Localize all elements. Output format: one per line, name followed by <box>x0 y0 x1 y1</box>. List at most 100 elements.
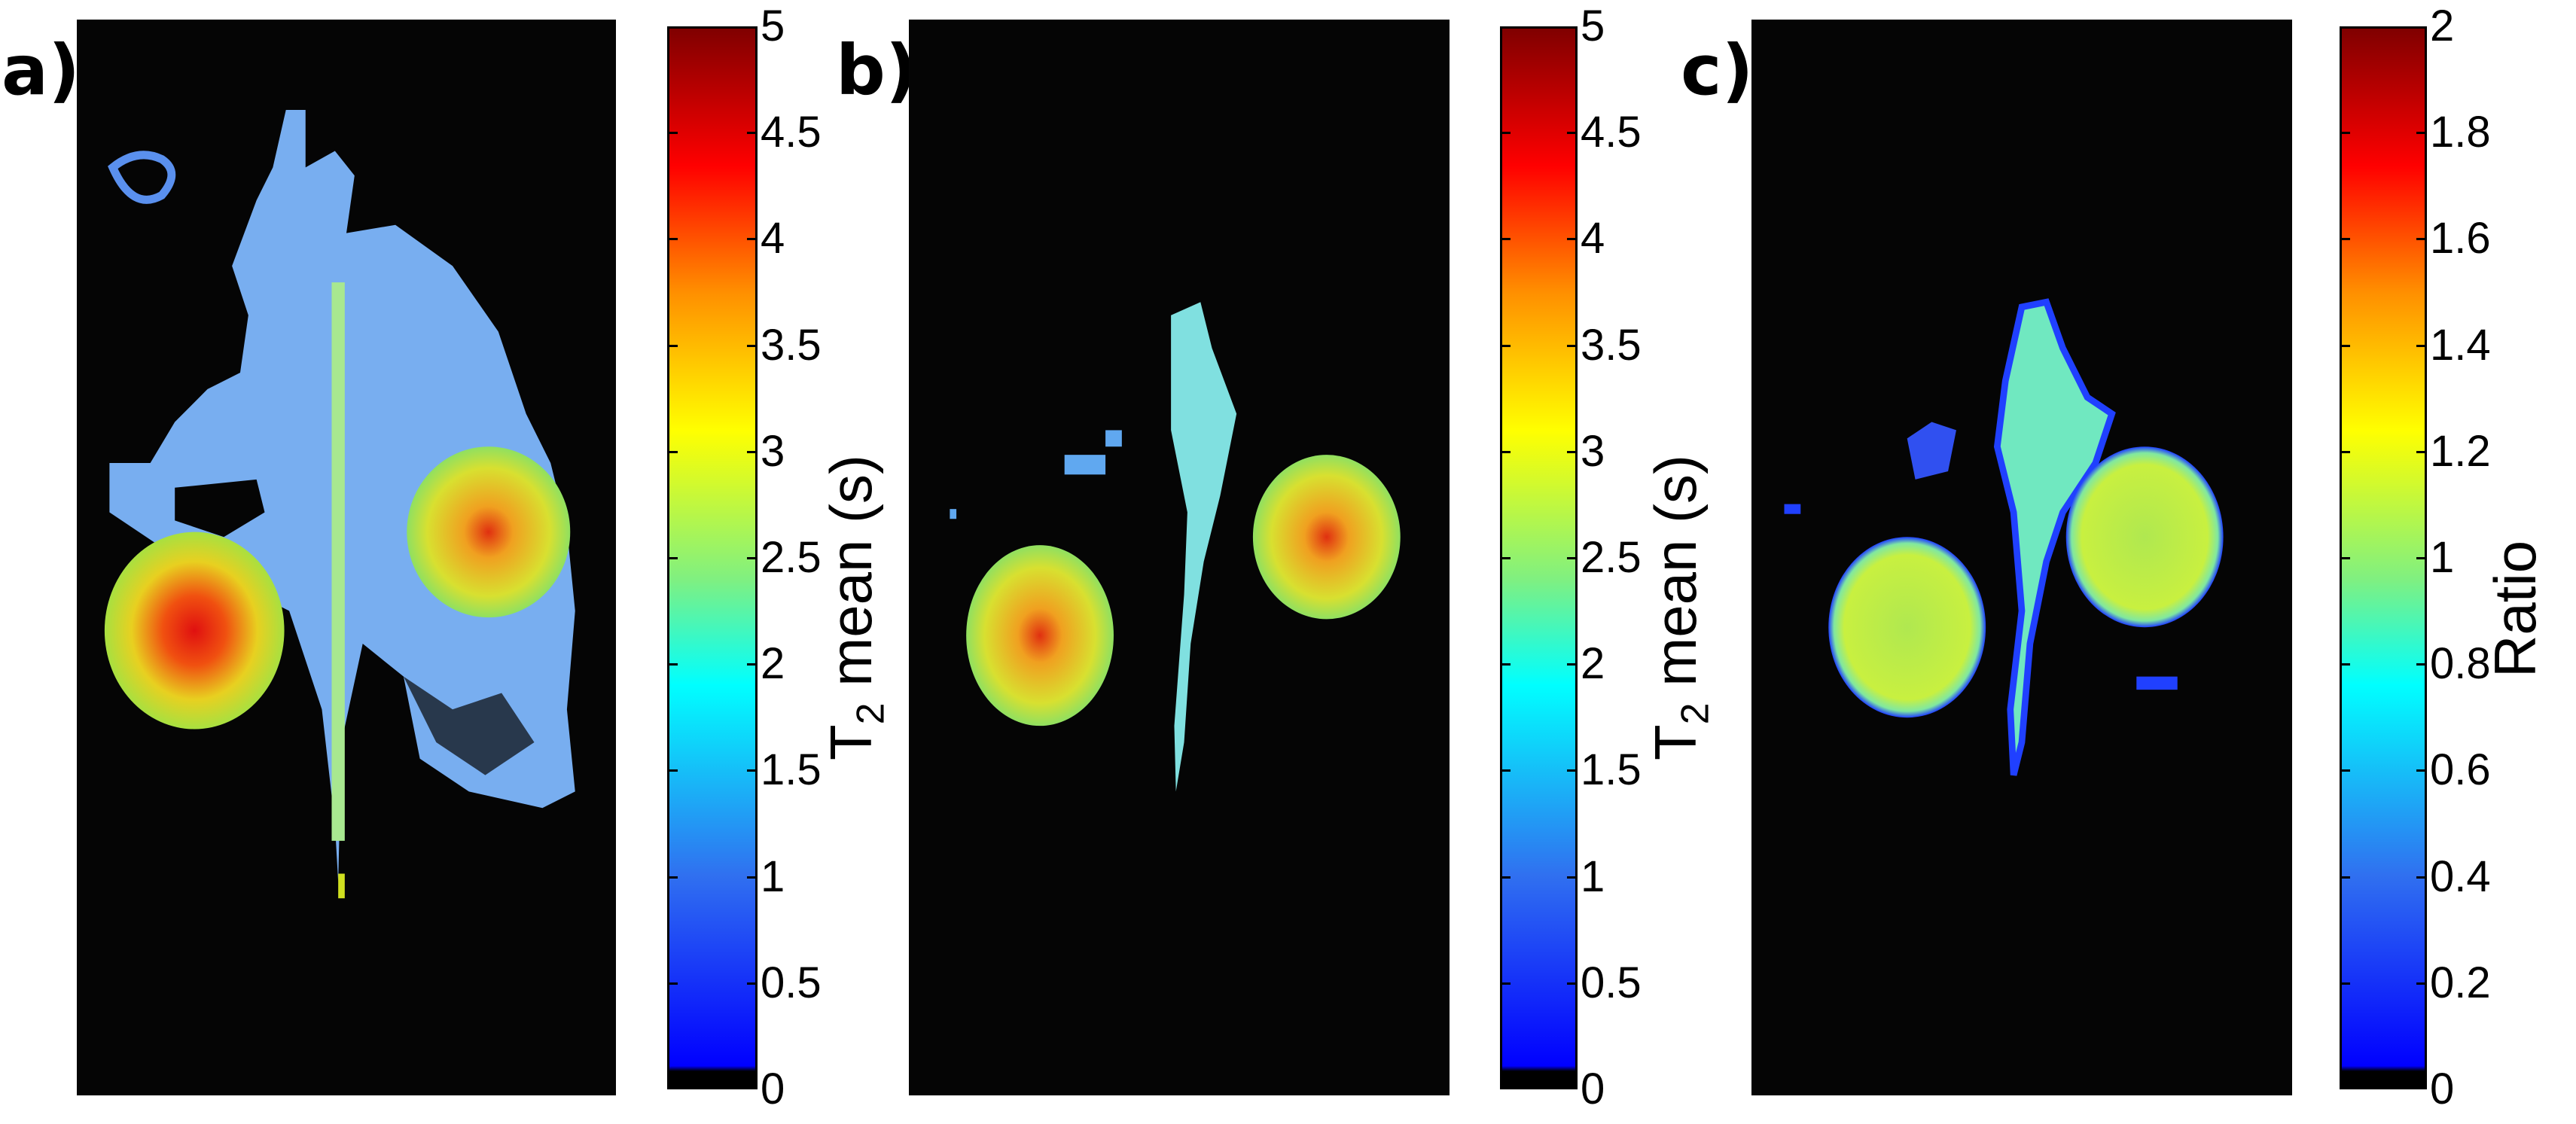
kidney-left <box>1828 537 1986 718</box>
colorbar-tick-label: 1.6 <box>2430 214 2491 263</box>
label-rest: mean (s) <box>818 455 884 703</box>
colorbar-tick-mark <box>2416 557 2427 559</box>
colorbar-tick-mark <box>2340 450 2350 453</box>
colorbar-tick-mark <box>667 344 678 347</box>
colorbar-tick-mark <box>1567 132 1578 135</box>
colorbar-tick-mark <box>1500 132 1511 135</box>
colorbar-tick-mark <box>1500 663 1511 666</box>
colorbar-tick-mark <box>2340 132 2350 135</box>
panel-c-image <box>1751 20 2292 1095</box>
colorbar-tick-mark <box>747 238 758 241</box>
label-rest: mean (s) <box>1642 455 1709 703</box>
colorbar-tick-mark <box>1500 450 1511 453</box>
colorbar-tick-mark <box>1567 238 1578 241</box>
colorbar-tick-label: 3 <box>761 426 785 476</box>
panel-label-c: c) <box>1681 30 1754 111</box>
colorbar-tick-mark <box>1567 769 1578 772</box>
label-main: Ratio <box>2482 540 2548 678</box>
vessel <box>1993 298 2116 776</box>
vessel <box>331 282 345 841</box>
colorbar-tick-mark <box>1500 876 1511 879</box>
colorbar-tick-label: 2 <box>1581 639 1605 689</box>
colorbar-tick-mark <box>2416 663 2427 666</box>
colorbar-tick-mark <box>667 769 678 772</box>
artifact-ring <box>108 151 176 204</box>
colorbar-tick-label: 0 <box>1581 1065 1605 1113</box>
colorbar-tick-label: 4 <box>761 214 785 263</box>
colorbar-tick-mark <box>747 132 758 135</box>
colorbar-tick-mark <box>2416 982 2427 985</box>
colorbar-tick-mark <box>1567 982 1578 985</box>
colorbar-c <box>2340 26 2427 1089</box>
colorbar-tick-mark <box>747 876 758 879</box>
colorbar-tick-mark <box>2416 876 2427 879</box>
colorbar-tick-mark <box>667 557 678 559</box>
colorbar-tick-mark <box>2340 769 2350 772</box>
colorbar-tick-label: 0.6 <box>2430 745 2491 795</box>
colorbar-tick-label: 2.5 <box>761 533 822 582</box>
colorbar-tick-mark <box>747 450 758 453</box>
colorbar-tick-mark <box>1500 344 1511 347</box>
colorbar-tick-mark <box>2416 344 2427 347</box>
colorbar-a <box>667 26 758 1089</box>
colorbar-tick-mark <box>667 450 678 453</box>
colorbar-tick-mark <box>667 876 678 879</box>
colorbar-tick-mark <box>2416 450 2427 453</box>
colorbar-label-a: T2 mean (s) <box>817 455 894 760</box>
colorbar-tick-label: 1 <box>2430 533 2455 582</box>
panel-label-a: a) <box>2 30 81 111</box>
kidney-right <box>1252 455 1401 620</box>
colorbar-tick-mark <box>1500 557 1511 559</box>
colorbar-tick-mark <box>2340 663 2350 666</box>
colorbar-tick-mark <box>2416 769 2427 772</box>
colorbar-tick-mark <box>1500 238 1511 241</box>
kidney-right <box>407 446 571 618</box>
colorbar-tick-label: 4 <box>1581 214 1605 263</box>
colorbar-tick-mark <box>2340 982 2350 985</box>
vessel <box>1171 302 1237 792</box>
colorbar-tick-mark <box>2340 557 2350 559</box>
colorbar-tick-mark <box>1567 450 1578 453</box>
label-sub: 2 <box>849 702 893 725</box>
colorbar-tick-label: 1 <box>1581 851 1605 901</box>
kidney-right <box>2065 446 2224 628</box>
label-main: T <box>818 724 884 760</box>
colorbar-tick-label: 1.5 <box>761 745 822 795</box>
colorbar-label-b: T2 mean (s) <box>1642 455 1718 760</box>
colorbar-tick-mark <box>2416 238 2427 241</box>
colorbar-tick-label: 4.5 <box>761 108 822 157</box>
colorbar-tick-label: 4.5 <box>1581 108 1642 157</box>
colorbar-tick-label: 5 <box>1581 2 1605 50</box>
colorbar-tick-label: 1.4 <box>2430 320 2491 370</box>
colorbar-tick-mark <box>747 982 758 985</box>
colorbar-tick-mark <box>1500 982 1511 985</box>
colorbar-tick-label: 0 <box>761 1065 785 1113</box>
colorbar-tick-label: 0.5 <box>761 958 822 1007</box>
colorbar-tick-label: 0.5 <box>1581 958 1642 1007</box>
label-sub: 2 <box>1673 702 1718 725</box>
colorbar-tick-mark <box>1567 344 1578 347</box>
colorbar-tick-mark <box>2340 876 2350 879</box>
colorbar-tick-mark <box>747 663 758 666</box>
colorbar-tick-mark <box>667 238 678 241</box>
colorbar-tick-label: 3.5 <box>1581 320 1642 370</box>
colorbar-tick-mark <box>747 557 758 559</box>
colorbar-tick-mark <box>2340 344 2350 347</box>
colorbar-tick-mark <box>667 982 678 985</box>
panel-b-image <box>909 20 1450 1095</box>
colorbar-tick-label: 3 <box>1581 426 1605 476</box>
colorbar-tick-label: 1.5 <box>1581 745 1642 795</box>
colorbar-tick-mark <box>2340 238 2350 241</box>
panel-a-image <box>77 20 616 1095</box>
colorbar-b <box>1500 26 1578 1089</box>
colorbar-tick-mark <box>747 344 758 347</box>
colorbar-tick-mark <box>747 769 758 772</box>
colorbar-tick-label: 2.5 <box>1581 533 1642 582</box>
colorbar-tick-label: 1 <box>761 851 785 901</box>
colorbar-tick-mark <box>1500 769 1511 772</box>
colorbar-tick-label: 0.8 <box>2430 639 2491 689</box>
colorbar-tick-label: 0.4 <box>2430 851 2491 901</box>
colorbar-tick-label: 2 <box>761 639 785 689</box>
colorbar-tick-label: 0 <box>2430 1065 2455 1113</box>
colorbar-tick-mark <box>1567 557 1578 559</box>
